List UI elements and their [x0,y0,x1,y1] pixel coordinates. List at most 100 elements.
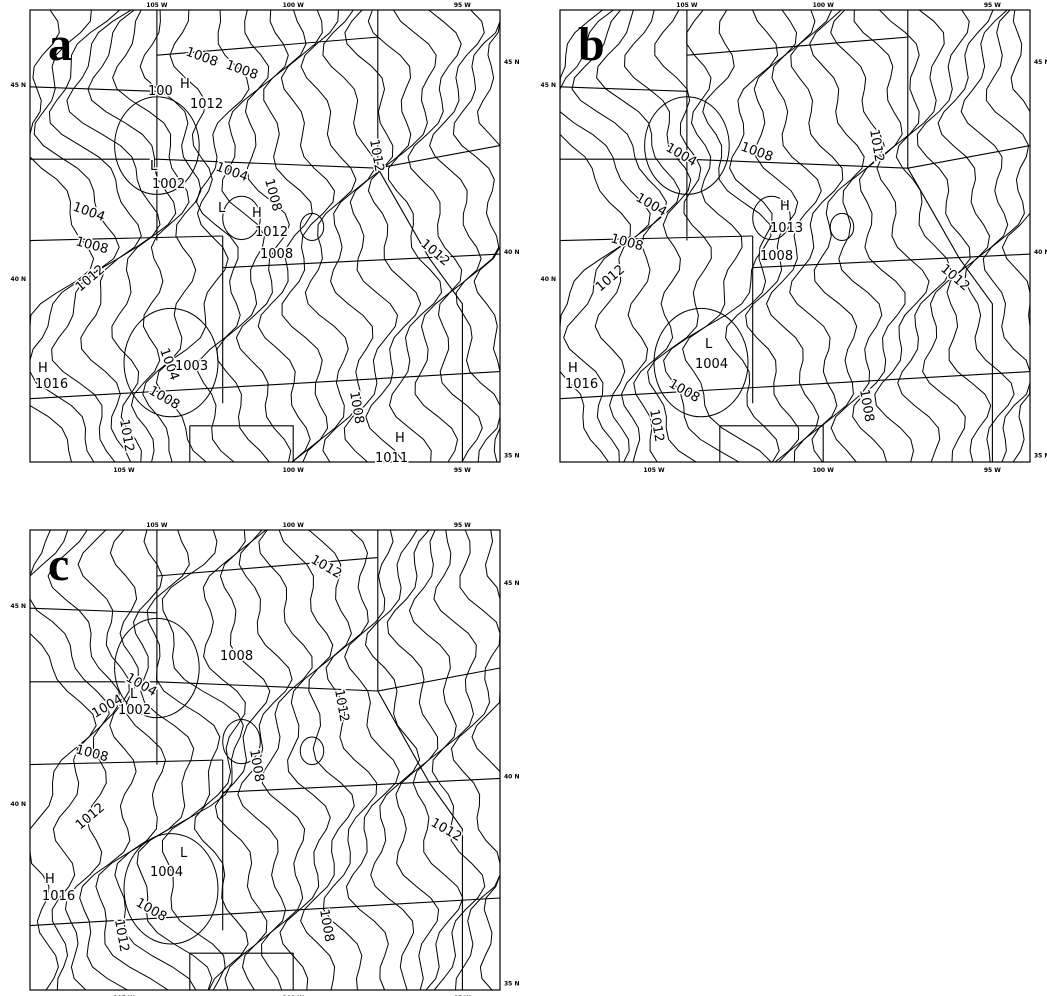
contour-label: 1008 [316,908,337,943]
contour-label: H [780,199,790,214]
state-border [190,426,293,462]
contour-label: 1008 [260,247,293,262]
contour-label: 1012 [111,918,132,953]
lon-label: 95 W [454,522,471,529]
lon-label: 95 W [454,2,471,9]
state-border [560,372,1030,399]
lon-label: 105 W [146,522,168,529]
state-border [30,760,223,765]
isobar [432,530,485,990]
contour-label: L [130,687,138,702]
lat-label: 45 N [11,82,26,89]
contour-label: 1008 [346,390,367,425]
contour-label: 1004 [695,357,728,372]
contour-label: 1008 [184,45,220,70]
contour-label: 1012 [417,237,452,270]
isobar [472,530,500,990]
lat-label: 35 N [504,980,519,987]
contour-label: 1016 [42,889,75,904]
lat-label: 45 N [1034,59,1047,66]
contour-label: 1004 [123,670,159,700]
lon-label: 100 W [283,2,305,9]
contour-label: L [150,159,158,174]
contour-label: 1004 [214,160,250,185]
isobar [790,10,843,462]
lat-label: 40 N [1034,249,1047,256]
contour-label: H [38,361,48,376]
contour-label: 1004 [150,865,183,880]
state-border [190,953,293,990]
isobar-ring [124,834,218,944]
lon-label: 105 W [643,467,665,474]
contour-label: 1004 [71,200,107,225]
contour-label: 1008 [74,234,110,257]
lon-label: 105 W [113,467,135,474]
state-border [30,372,500,399]
isobar [238,530,292,990]
contour-label: 1004 [633,190,669,220]
contour-label: 1012 [331,688,352,723]
isobar [983,10,1030,462]
figure: a 105 W 100 W 95 W 105 W 100 W 95 W 45 N 40 N 45 … [0,0,1047,996]
map-panel: a 105 W 100 W 95 W 105 W 100 W 95 W 45 N 40 N 45 … [11,2,520,474]
contour-label: L [180,846,188,861]
contour-label: L [705,337,713,352]
contour-label: 1008 [224,58,260,83]
state-border [560,87,687,92]
contour-label: 1003 [175,359,208,374]
isobar [810,10,865,462]
state-border [687,37,908,55]
lon-label: 100 W [283,467,305,474]
contour-label: 1008 [666,376,702,406]
panel-letter: b [578,18,605,71]
state-border [30,236,223,241]
state-border [30,898,500,926]
lon-label: 105 W [676,2,698,9]
lon-label: 100 W [813,2,835,9]
contour-label: 1012 [116,418,137,453]
lat-label: 40 N [541,276,556,283]
panel-letter: a [48,18,72,71]
isobar [410,530,463,990]
lat-label: 40 N [504,773,519,780]
contour-label: 1008 [261,177,284,213]
isobar [453,10,500,462]
lat-label: 45 N [11,603,26,610]
lat-label: 45 N [504,59,519,66]
lon-label: 100 W [283,522,305,529]
contour-label: H [252,206,262,221]
contour-label: 1012 [190,97,223,112]
contour-label: H [568,361,578,376]
contour-label: 1008 [246,748,267,783]
lon-label: 105 W [146,2,168,9]
state-border [720,426,823,462]
contour-label: 1012 [866,128,887,163]
isobar [452,530,501,990]
state-border [157,146,500,169]
state-border [378,10,463,462]
state-border [30,87,157,92]
contour-label: H [180,77,190,92]
lat-label: 45 N [504,580,519,587]
lat-label: 40 N [11,276,26,283]
contour-label: 1008 [220,649,253,664]
contour-label: 1016 [35,377,68,392]
contour-label: 1013 [770,221,803,236]
contour-label: H [395,431,405,446]
page: {"panels": [ {"letter": "a", "top_ticks"… [0,0,1047,996]
isobar-ring [300,737,324,765]
contour-label: 1008 [856,388,877,423]
lon-label: 95 W [984,467,1001,474]
contour-label: L [218,201,226,216]
contour-label: 1008 [760,249,793,264]
lon-label: 95 W [454,467,471,474]
contour-label: 1012 [646,408,667,443]
isobar [345,530,400,990]
state-border [687,146,1030,169]
isobar [281,10,334,462]
lat-label: 35 N [504,452,519,459]
contour-label: 1016 [565,377,598,392]
contour-label: 1011 [375,451,408,466]
contour-label: 1012 [428,815,464,845]
panel-letter: c [48,538,69,591]
